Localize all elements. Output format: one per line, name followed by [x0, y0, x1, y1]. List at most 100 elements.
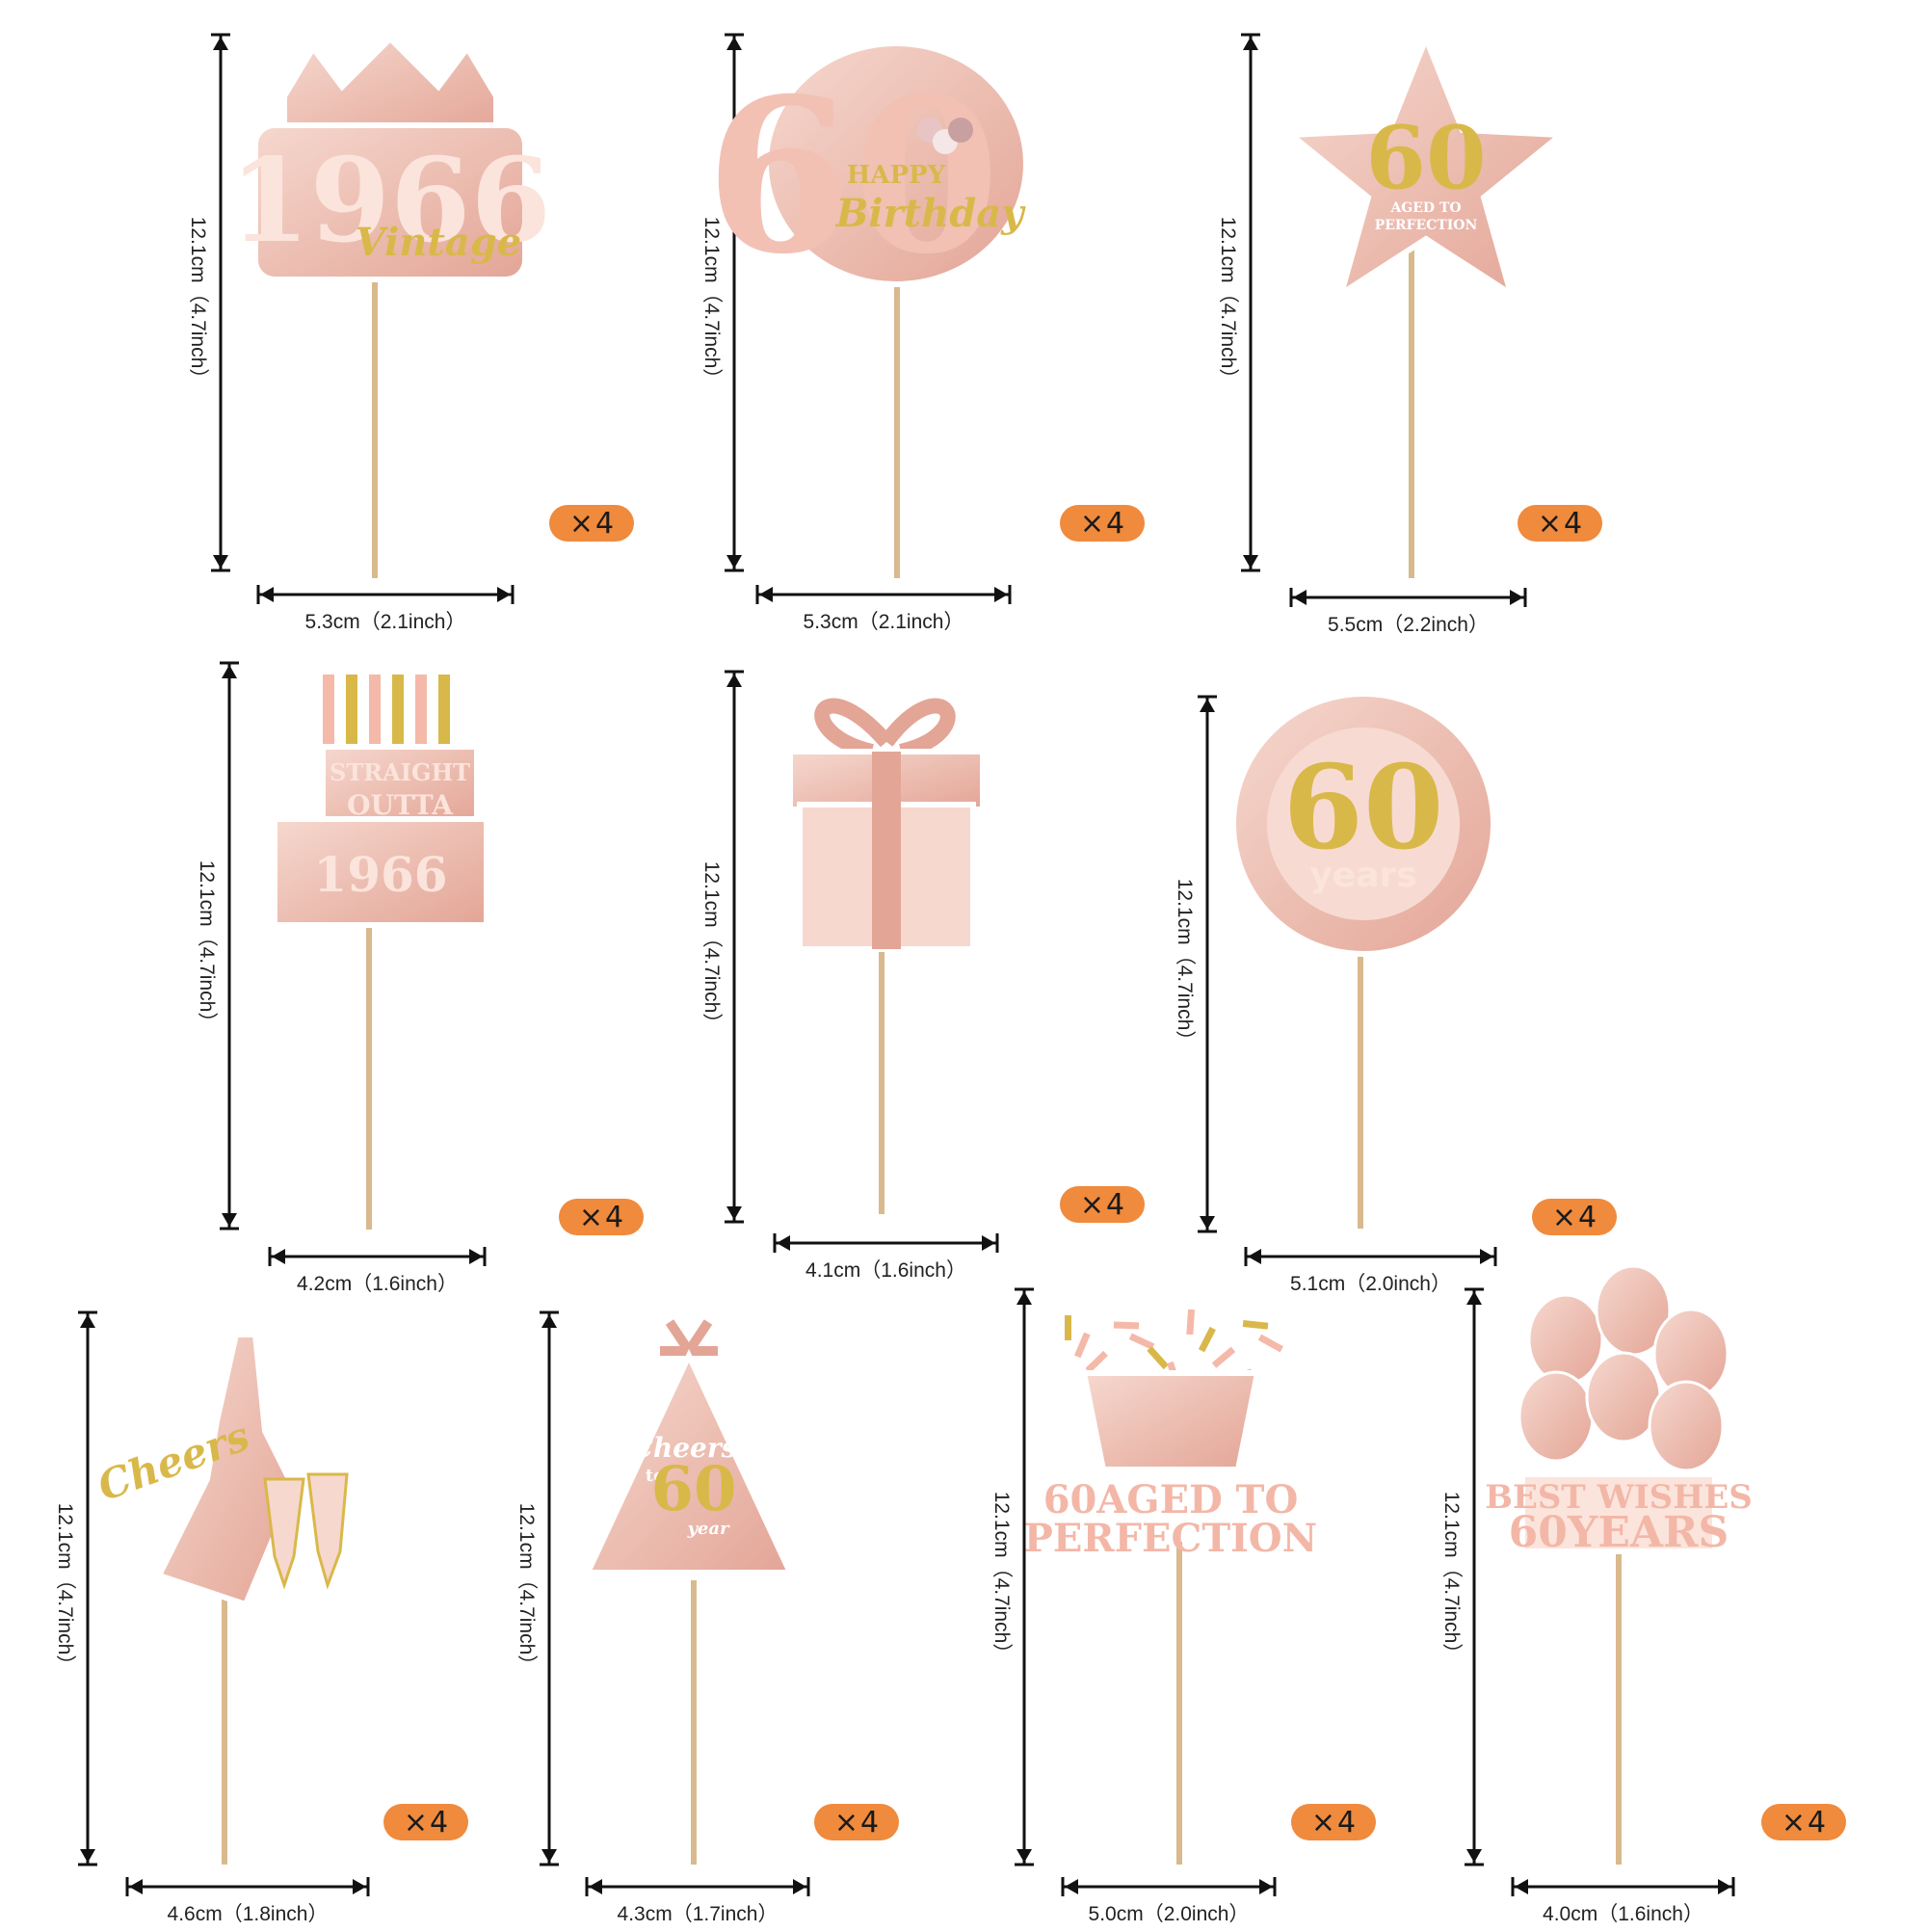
- glass-icon: [306, 1472, 349, 1590]
- toothpick-stick: [1409, 241, 1414, 578]
- topper-60-years-wreath: 60 years: [1228, 689, 1729, 1306]
- toothpick-stick: [1616, 1542, 1622, 1865]
- star-icon: [1283, 30, 1569, 301]
- multiply-icon: ×: [1537, 506, 1563, 541]
- topper-text: 60: [650, 1453, 736, 1525]
- quantity-badge: × 4: [559, 1199, 644, 1235]
- confetti-icon: [1211, 1346, 1236, 1368]
- width-label: 4.0cm（1.6inch）: [1543, 1903, 1703, 1925]
- candle-icon: [392, 675, 404, 747]
- topper-text: 60: [1283, 740, 1444, 876]
- multiply-icon: ×: [1079, 1187, 1105, 1222]
- crown-icon: [281, 34, 499, 138]
- topper-text: 60YEARS: [1509, 1508, 1729, 1557]
- multiply-icon: ×: [1079, 506, 1105, 541]
- topper-text: AGED TO: [1389, 200, 1461, 216]
- balloon-icon: [1518, 1370, 1595, 1463]
- topper-card: [1519, 1471, 1718, 1554]
- height-label: 12.1cm（4.7inch）: [187, 216, 209, 389]
- height-label: 12.1cm（4.7inch）: [1217, 216, 1239, 389]
- multiply-icon: ×: [1310, 1805, 1336, 1839]
- height-label: 12.1cm（4.7inch）: [1174, 878, 1196, 1050]
- confetti-icon: [1242, 1319, 1269, 1330]
- quantity-value: 4: [1808, 1805, 1827, 1839]
- quantity-badge: × 4: [1060, 505, 1145, 542]
- candle-icon: [346, 675, 357, 747]
- confetti-box: [1080, 1370, 1261, 1472]
- balloon-icon: [948, 118, 973, 143]
- height-label: 12.1cm（4.7inch）: [1440, 1491, 1463, 1663]
- width-label: 5.3cm（2.1inch）: [304, 611, 466, 633]
- party-hat-icon: [583, 1348, 795, 1575]
- topper-1966-vintage: 1966 Vintage: [229, 34, 756, 655]
- quantity-value: 4: [1106, 506, 1125, 541]
- confetti-icon: [1073, 1332, 1091, 1359]
- confetti-icon: [1186, 1309, 1196, 1336]
- quantity-value: 4: [1106, 1187, 1125, 1222]
- quantity-badge: × 4: [1532, 1199, 1617, 1235]
- cake-tier-bottom: [272, 816, 489, 928]
- width-label: 4.6cm（1.8inch）: [167, 1903, 329, 1925]
- topper-text: PERFECTION: [1375, 218, 1478, 233]
- toothpick-stick: [691, 1580, 697, 1865]
- quantity-value: 4: [1337, 1805, 1357, 1839]
- width-label: 5.3cm（2.1inch）: [803, 611, 964, 633]
- candle-icon: [438, 675, 450, 747]
- quantity-badge: × 4: [1518, 505, 1602, 542]
- confetti-icon: [1113, 1321, 1140, 1330]
- topper-60-aged-to-perfection: 60AGED TO PERFECTION: [1024, 1296, 1556, 1913]
- topper-text: Cheers: [632, 1432, 737, 1464]
- bow-icon: [814, 698, 956, 759]
- topper-artwork: 60AGED TO PERFECTION: [1283, 30, 1569, 301]
- height-label: 12.1cm（4.7inch）: [515, 1502, 538, 1675]
- glass-icon: [263, 1477, 305, 1590]
- quantity-value: 4: [430, 1805, 449, 1839]
- quantity-value: 4: [595, 506, 615, 541]
- topper-60-happy-birthday: 60 HAPPY Birthday: [705, 39, 1262, 655]
- topper-text: HAPPY: [847, 161, 946, 190]
- topper-text: 60: [1365, 107, 1486, 209]
- topper-text: PERFECTION: [1024, 1516, 1317, 1561]
- multiply-icon: ×: [578, 1200, 604, 1234]
- multiply-icon: ×: [403, 1805, 429, 1839]
- topper-card: [252, 122, 528, 282]
- quantity-badge: × 4: [549, 505, 634, 542]
- toothpick-stick: [894, 222, 900, 578]
- toothpick-stick: [222, 1580, 227, 1865]
- confetti-icon: [1128, 1333, 1155, 1350]
- candle-icon: [323, 675, 334, 747]
- topper-text: OUTTA: [347, 789, 454, 821]
- topper-best-wishes-balloons: BEST WISHES 60YEARS: [1485, 1264, 1927, 1898]
- confetti-icon: [1147, 1346, 1169, 1370]
- cake-tier-top: [320, 744, 480, 827]
- multiply-icon: ×: [568, 506, 594, 541]
- topper-text: 1966: [313, 846, 447, 903]
- bow-icon: [660, 1319, 718, 1356]
- topper-artwork: STRAIGHT OUTTA 1966: [272, 675, 489, 928]
- topper-text: 60AGED TO: [1043, 1477, 1299, 1522]
- confetti-icon: [1065, 1315, 1071, 1340]
- topper-text: 1966: [229, 133, 551, 269]
- quantity-value: 4: [860, 1805, 880, 1839]
- topper-artwork: [787, 698, 986, 952]
- height-label: 12.1cm（4.7inch）: [700, 216, 723, 389]
- candle-icon: [415, 675, 427, 747]
- topper-straight-outta-1966: STRAIGHT OUTTA 1966: [270, 665, 771, 1282]
- confetti-icon: [1257, 1334, 1283, 1353]
- quantity-value: 4: [605, 1200, 624, 1234]
- height-label: 12.1cm（4.7inch）: [990, 1491, 1013, 1663]
- width-label: 5.0cm（2.0inch）: [1088, 1903, 1250, 1925]
- topper-text: Vintage: [356, 220, 521, 265]
- topper-cheers-champagne: Cheers: [92, 1315, 621, 1932]
- multiply-icon: ×: [1551, 1200, 1577, 1234]
- topper-text: BEST WISHES: [1485, 1478, 1753, 1517]
- balloon-icon: [1527, 1293, 1604, 1386]
- topper-text: STRAIGHT: [330, 758, 470, 786]
